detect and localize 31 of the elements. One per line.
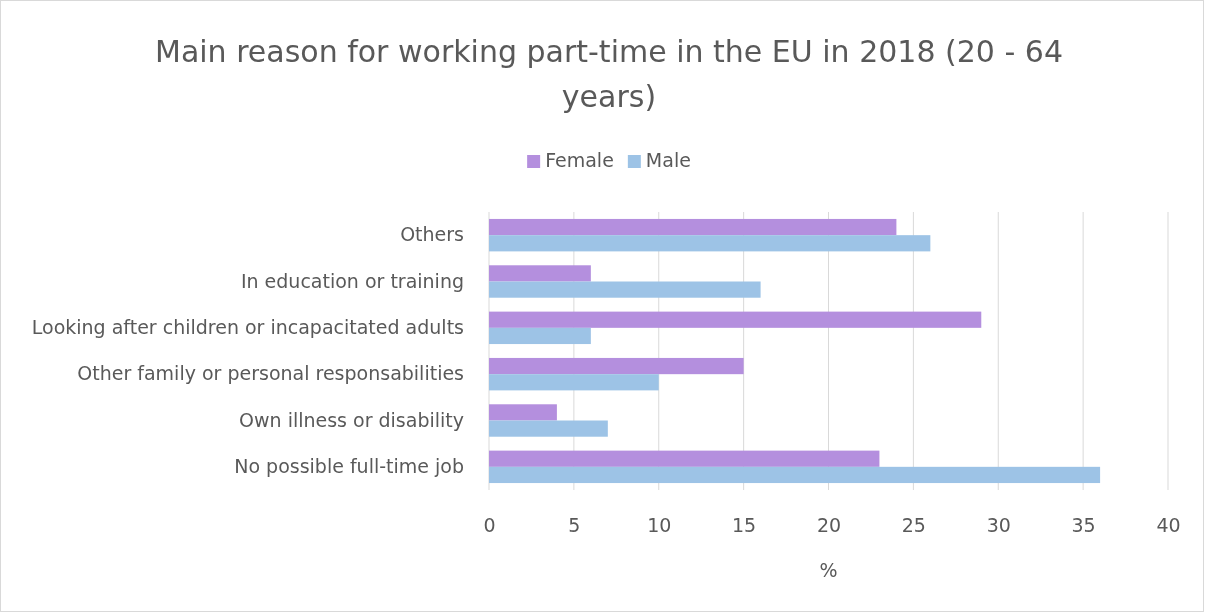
bar xyxy=(489,235,931,252)
x-tick-label: 40 xyxy=(1156,513,1181,536)
y-tick-label: In education or training xyxy=(240,269,464,292)
chart-title: Main reason for working part-time in the EU in 2018 (20 - 64 years) xyxy=(155,34,1063,114)
bar xyxy=(489,281,761,298)
legend-label: Male xyxy=(645,149,691,171)
legend-label: Female xyxy=(545,149,614,171)
y-tick-label: No possible full-time job xyxy=(234,454,464,477)
x-tick-label: 35 xyxy=(1071,513,1096,536)
y-tick-label: Own illness or disability xyxy=(239,408,464,431)
bar xyxy=(489,265,591,282)
bar xyxy=(489,404,557,421)
x-tick-label: 20 xyxy=(816,513,842,536)
x-tick-label: 0 xyxy=(483,513,496,536)
x-axis-title: % xyxy=(819,559,838,581)
bar xyxy=(489,466,1101,484)
bar xyxy=(489,327,591,345)
x-tick-label: 15 xyxy=(732,513,757,536)
x-tick-label: 25 xyxy=(901,513,926,536)
bar xyxy=(489,311,982,328)
bar xyxy=(489,450,880,467)
y-tick-label: Looking after children or incapacitated adults xyxy=(31,315,464,338)
bar xyxy=(489,357,744,375)
bar xyxy=(489,218,897,236)
bar xyxy=(489,374,659,391)
y-tick-label: Others xyxy=(400,223,464,246)
bar xyxy=(489,420,608,437)
y-tick-label: Other family or personal responsabilities xyxy=(77,362,464,385)
x-tick-label: 5 xyxy=(568,513,581,536)
x-tick-label: 10 xyxy=(647,513,672,536)
x-tick-label: 30 xyxy=(986,513,1011,536)
